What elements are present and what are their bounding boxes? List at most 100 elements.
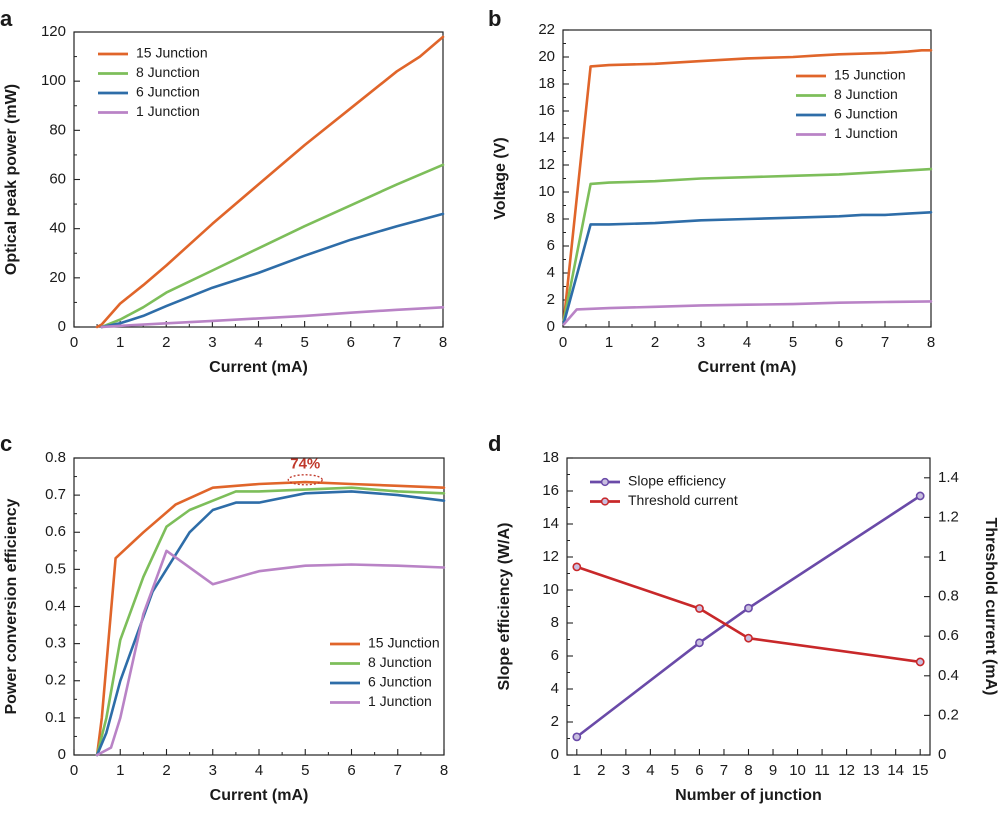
y-right-tick-label: 0.6 xyxy=(938,627,959,644)
x-axis: 0 1 2 3 4 5 6 7 8 xyxy=(70,749,448,779)
x-tick-label: 1 xyxy=(605,334,613,351)
y-tick-label: 0.8 xyxy=(45,449,66,466)
x-tick-label: 5 xyxy=(671,762,679,779)
x-tick-label: 0 xyxy=(70,334,78,351)
x-tick-label: 1 xyxy=(116,334,124,351)
y-tick-label: 4 xyxy=(547,264,555,281)
legend-entry: 8 Junction xyxy=(834,86,898,102)
y-tick-label: 8 xyxy=(547,210,555,227)
y-tick-label: 20 xyxy=(538,48,555,65)
x-tick-label: 13 xyxy=(863,762,880,779)
x-tick-label: 3 xyxy=(622,762,630,779)
data-point xyxy=(744,633,753,643)
y-axis-label: Voltage (V) xyxy=(492,137,509,219)
x-tick-label: 2 xyxy=(651,334,659,351)
x-tick-label: 0 xyxy=(559,334,567,351)
y-right-tick-label: 1.4 xyxy=(938,469,959,486)
y-tick-label: 0.5 xyxy=(45,560,66,577)
y-axis: 0 20 40 60 80 100 120 xyxy=(41,23,80,335)
y-right-tick-label: 1.2 xyxy=(938,508,959,525)
legend: 15 Junction 8 Junction 6 Junction 1 Junctio… xyxy=(98,45,208,119)
series-8-junction xyxy=(562,167,933,322)
y-tick-label: 6 xyxy=(551,647,559,664)
legend-marker xyxy=(600,497,610,506)
y-axis-label: Optical peak power (mW) xyxy=(3,84,20,275)
annotation-label: 74% xyxy=(290,455,320,472)
x-tick-label: 8 xyxy=(744,762,752,779)
x-tick-label: 8 xyxy=(440,762,448,779)
y-tick-label: 10 xyxy=(538,183,555,200)
x-tick-label: 6 xyxy=(347,334,355,351)
series-line xyxy=(100,163,445,329)
x-tick-label: 4 xyxy=(255,762,263,779)
y-tick-label: 2 xyxy=(547,291,555,308)
series-line xyxy=(100,305,445,329)
x-tick-label: 3 xyxy=(697,334,705,351)
series-6-junction xyxy=(562,211,933,325)
series-15-junction xyxy=(95,35,445,329)
data-point xyxy=(695,638,704,648)
legend-entry: 6 Junction xyxy=(136,84,200,100)
x-tick-label: 7 xyxy=(881,334,889,351)
y-tick-label: 18 xyxy=(538,75,555,92)
series-1-junction xyxy=(100,305,445,329)
y-tick-label: 12 xyxy=(542,548,559,565)
y-tick-label: 0.1 xyxy=(45,709,66,726)
x-tick-label: 7 xyxy=(393,334,401,351)
y-tick-label: 20 xyxy=(49,269,66,286)
x-tick-label: 7 xyxy=(720,762,728,779)
x-axis-label: Current (mA) xyxy=(698,359,797,376)
panel-letter-d: d xyxy=(488,431,501,456)
series-line xyxy=(95,490,446,757)
y-axis-label: Power conversion efficiency xyxy=(3,498,20,714)
legend-entry: Threshold current xyxy=(628,492,738,508)
series-threshold-current xyxy=(572,562,925,667)
legend: Slope efficiency Threshold current xyxy=(590,473,738,508)
panel-c: c 0 1 2 3 4 5 6 7 8 0 0.1 0.2 0.3 0.4 0.5 0.6 0.7 0.8 Curre… xyxy=(0,431,448,804)
y-tick-label: 100 xyxy=(41,72,66,89)
series-8-junction xyxy=(95,486,446,757)
series-line xyxy=(100,212,445,329)
x-axis-label: Number of junction xyxy=(675,787,822,804)
x-tick-label: 8 xyxy=(439,334,447,351)
series-15-junction xyxy=(562,48,933,322)
y-tick-label: 40 xyxy=(49,220,66,237)
panel-letter-c: c xyxy=(0,431,12,456)
y-tick-label: 0.7 xyxy=(45,486,66,503)
legend-entry: 8 Junction xyxy=(368,654,432,670)
legend-entry: 15 Junction xyxy=(136,45,208,61)
data-point xyxy=(695,604,704,613)
y-tick-label: 14 xyxy=(538,129,555,146)
x-tick-label: 2 xyxy=(162,334,170,351)
x-tick-label: 8 xyxy=(927,334,935,351)
y-tick-label: 0 xyxy=(547,318,555,335)
data-point xyxy=(744,603,753,613)
x-tick-label: 4 xyxy=(254,334,262,351)
y-tick-label: 16 xyxy=(538,102,555,119)
series-line xyxy=(95,480,446,757)
y-right-tick-label: 0 xyxy=(938,746,946,763)
series-line xyxy=(562,48,933,322)
y-tick-label: 0 xyxy=(58,746,66,763)
legend-marker xyxy=(600,477,610,487)
legend-entry: 1 Junction xyxy=(834,125,898,141)
x-tick-label: 4 xyxy=(743,334,751,351)
series-6-junction xyxy=(95,490,446,757)
x-tick-label: 2 xyxy=(162,762,170,779)
x-axis-label: Current (mA) xyxy=(210,787,309,804)
x-tick-label: 12 xyxy=(838,762,855,779)
legend: 15 Junction 8 Junction 6 Junction 1 Junctio… xyxy=(330,635,440,709)
y-tick-label: 0.6 xyxy=(45,523,66,540)
y-tick-label: 0.4 xyxy=(45,597,66,614)
legend-entry: 1 Junction xyxy=(136,103,200,119)
x-axis: 0 1 2 3 4 5 6 7 8 xyxy=(70,321,447,351)
y-tick-label: 0 xyxy=(58,318,66,335)
x-tick-label: 2 xyxy=(597,762,605,779)
x-tick-label: 4 xyxy=(646,762,654,779)
x-tick-label: 6 xyxy=(347,762,355,779)
y-tick-label: 80 xyxy=(49,121,66,138)
x-tick-label: 3 xyxy=(208,334,216,351)
data-point xyxy=(915,491,925,501)
